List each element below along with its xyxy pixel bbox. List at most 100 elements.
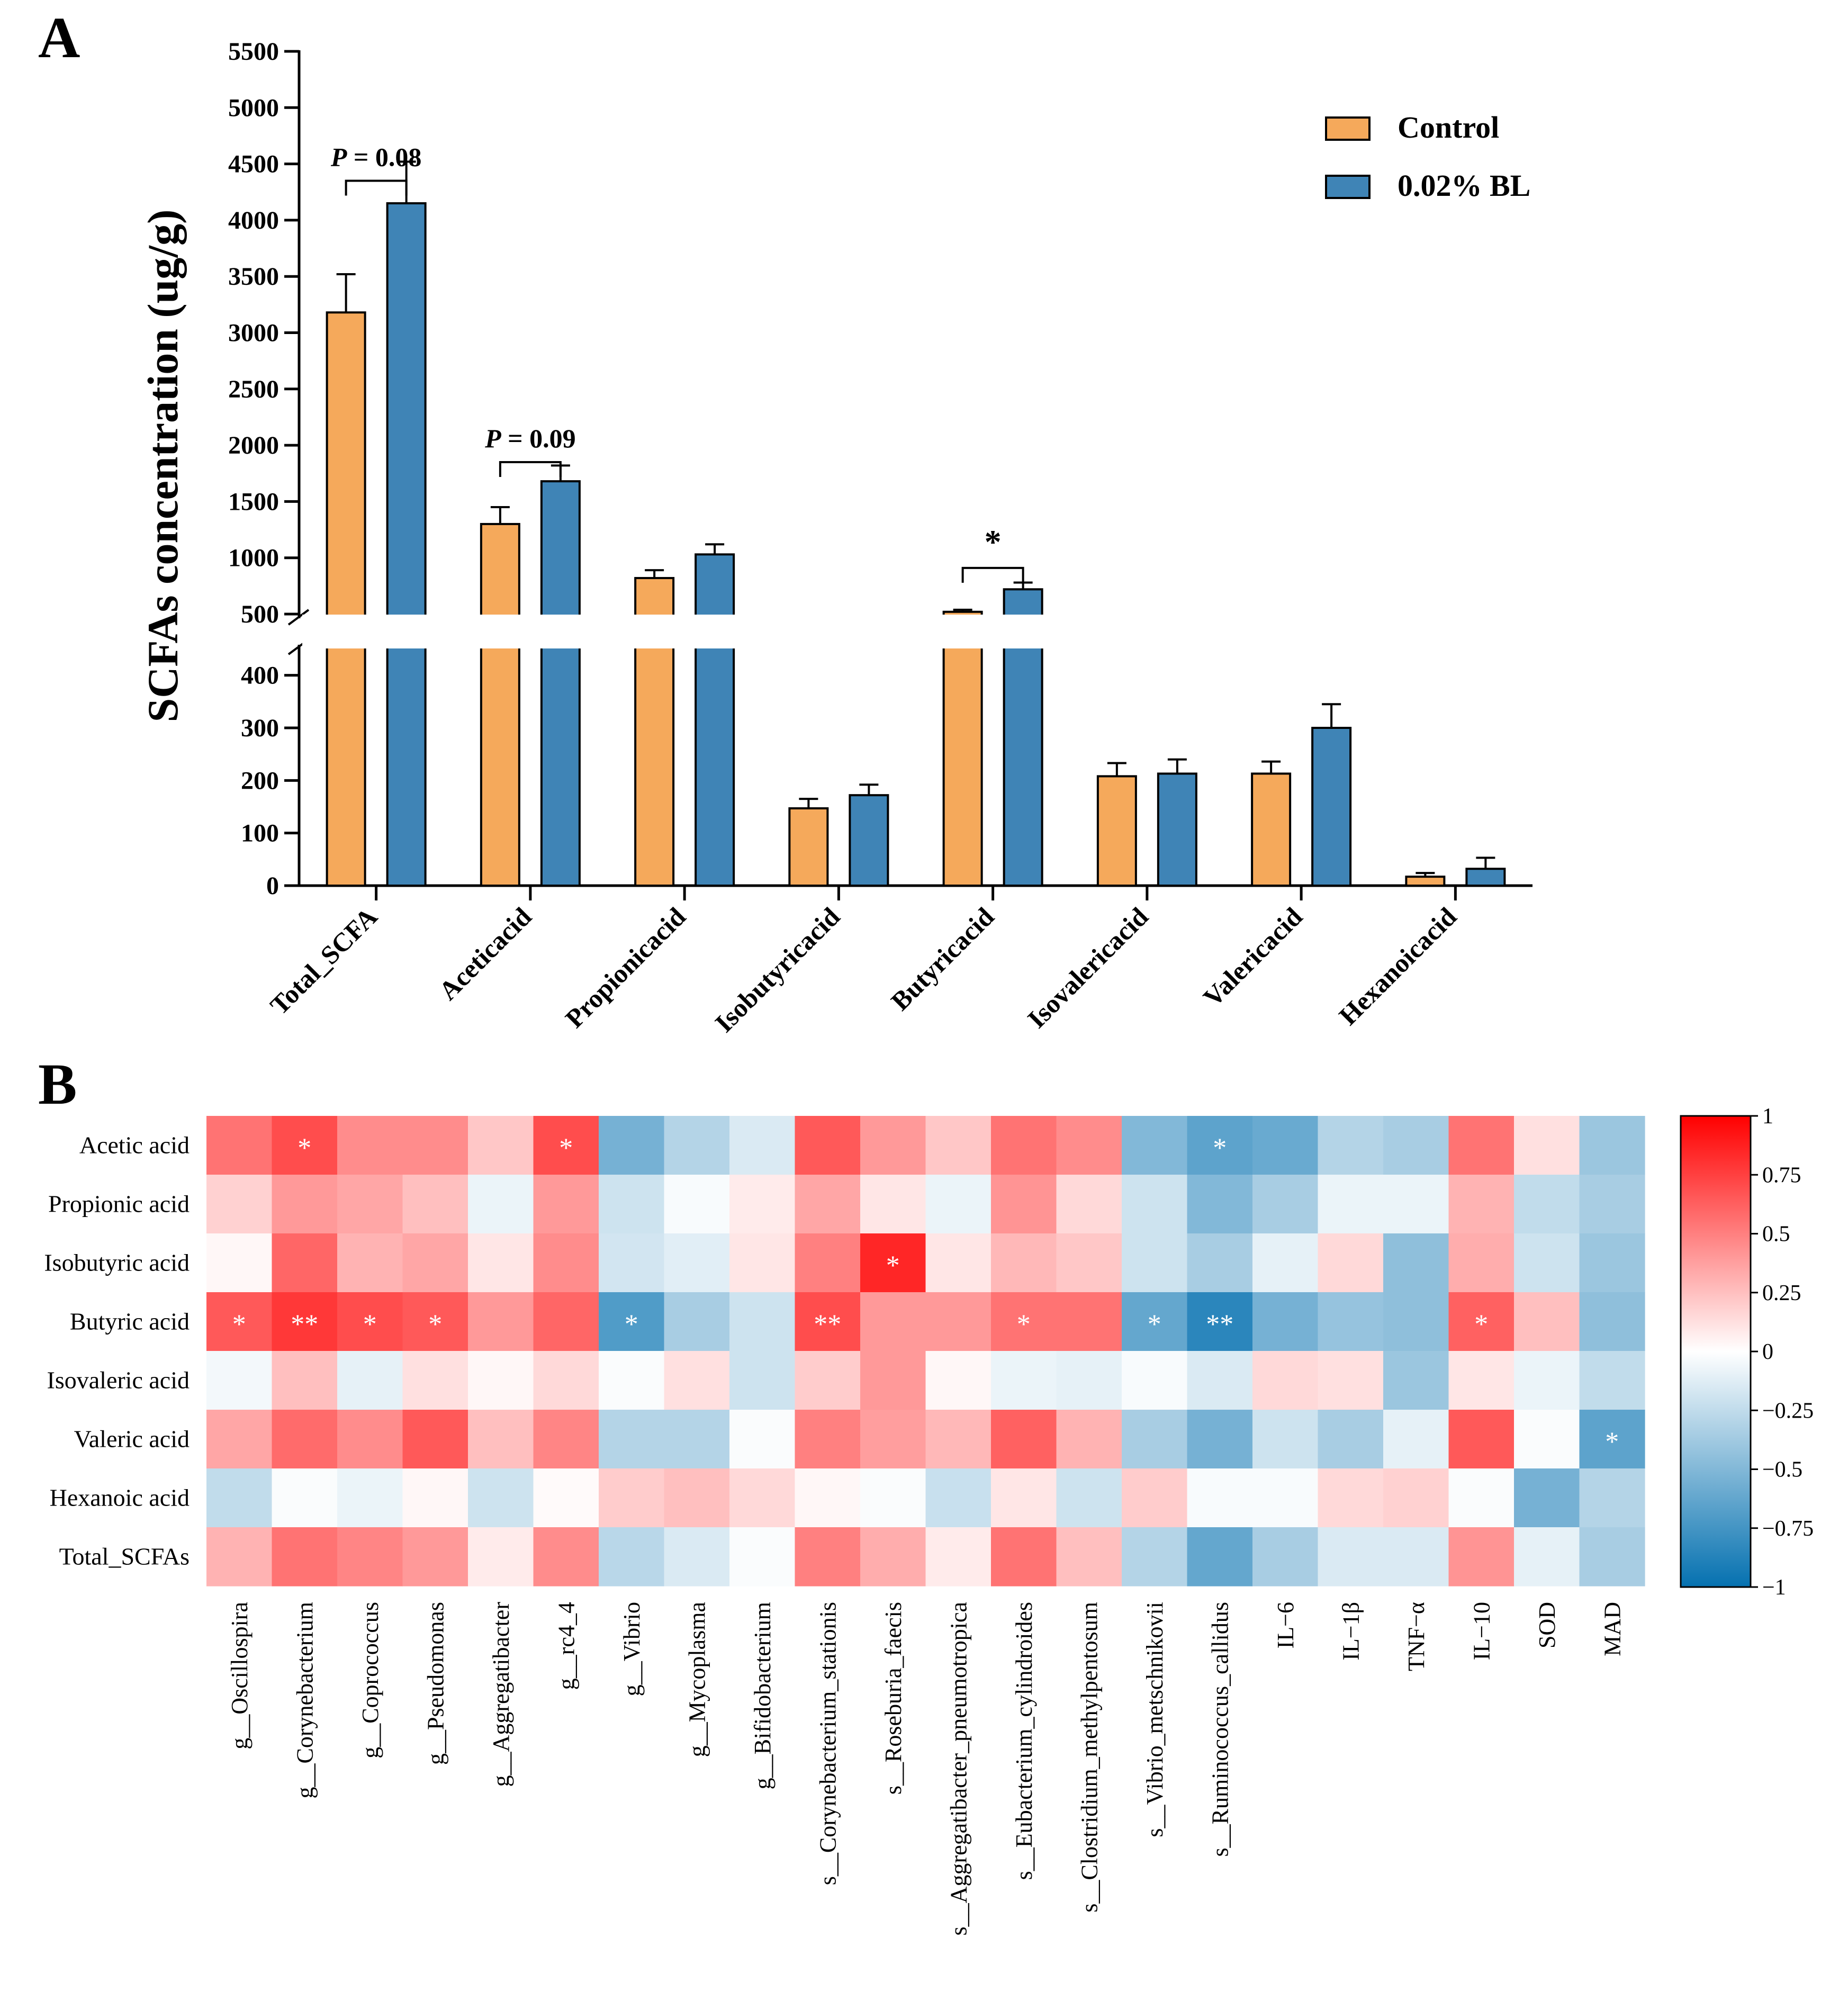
- heatmap-cell: [337, 1468, 403, 1528]
- heatmap-cell: [206, 1351, 273, 1410]
- y-tick-label: 4500: [228, 150, 279, 178]
- heatmap-cell: [1122, 1527, 1188, 1587]
- heatmap-cell: [1122, 1351, 1188, 1410]
- heatmap-cell: [1579, 1468, 1645, 1528]
- heatmap-cell: [1514, 1351, 1580, 1410]
- heatmap-cell: [729, 1527, 796, 1587]
- heatmap-cell: [468, 1468, 534, 1528]
- y-tick-label: 500: [241, 600, 279, 628]
- bar-bl: [386, 202, 427, 887]
- colorbar-tick-label: −0.5: [1762, 1458, 1802, 1482]
- heatmap-cell: [272, 1233, 338, 1293]
- axis-break-band: [302, 615, 1536, 648]
- heatmap-cell: [337, 1527, 403, 1587]
- y-tick-label: 5500: [228, 38, 279, 66]
- heatmap-cell: [337, 1410, 403, 1469]
- heatmap-cell: [599, 1468, 665, 1528]
- heatmap-cell: [1122, 1233, 1188, 1293]
- heatmap-cell: [1056, 1410, 1122, 1469]
- heatmap-cell: [1514, 1233, 1580, 1293]
- heatmap-cell: [1318, 1527, 1384, 1587]
- heatmap-cell: [1318, 1233, 1384, 1293]
- heatmap-cell: [1448, 1410, 1515, 1469]
- heatmap-cell: [337, 1116, 403, 1175]
- heatmap-column-label: g__Coprococcus: [357, 1602, 383, 1759]
- heatmap-cell: [1383, 1351, 1449, 1410]
- heatmap-cell: [533, 1292, 599, 1351]
- heatmap-cell: [402, 1116, 468, 1175]
- heatmap-cell: [795, 1116, 861, 1175]
- heatmap-cell: [925, 1351, 991, 1410]
- significance-bracket: [345, 179, 408, 196]
- heatmap-column-label: s__Vibrio_metschnikovii: [1142, 1602, 1168, 1837]
- heatmap-cell: [1056, 1468, 1122, 1528]
- heatmap-column-label: IL−6: [1273, 1602, 1299, 1648]
- heatmap-cell: [991, 1410, 1057, 1469]
- heatmap-cell: [1514, 1410, 1580, 1469]
- significance-star: *: [1017, 1310, 1031, 1340]
- p-value: = 0.08: [347, 142, 421, 172]
- significance-label: *: [985, 523, 1002, 561]
- significance-star: *: [1148, 1310, 1161, 1340]
- heatmap-cell: [1318, 1410, 1384, 1469]
- x-tick-label: Hexanoicacid: [1333, 902, 1462, 1031]
- heatmap-cell: [272, 1410, 338, 1469]
- heatmap-cell: [1252, 1292, 1319, 1351]
- heatmap-cell: [925, 1233, 991, 1293]
- p-symbol: P: [484, 423, 501, 453]
- heatmap-cell: [206, 1116, 273, 1175]
- y-tick-label: 2000: [228, 431, 279, 459]
- heatmap-cell: [1514, 1527, 1580, 1587]
- y-tick-label: 300: [241, 714, 279, 742]
- heatmap-cell: [533, 1116, 599, 1175]
- heatmap-column-label: g__Aggregatibacter: [488, 1602, 514, 1787]
- heatmap-cell: [206, 1292, 273, 1351]
- heatmap-cell: [1122, 1292, 1188, 1351]
- heatmap-cell: [206, 1233, 273, 1293]
- y-axis-label: SCFAs concentration (ug/g): [139, 210, 187, 723]
- y-tick-label: 3500: [228, 263, 279, 291]
- heatmap-cell: [1252, 1410, 1319, 1469]
- heatmap-cell: [1383, 1116, 1449, 1175]
- heatmap-cell: [206, 1175, 273, 1234]
- bar-bl: [540, 480, 581, 887]
- bar-bl: [1157, 772, 1197, 887]
- heatmap-row-label: Acetic acid: [79, 1132, 190, 1159]
- significance-star: **: [814, 1310, 841, 1340]
- significance-bracket: [961, 566, 1024, 583]
- heatmap-cell: [1448, 1175, 1515, 1234]
- heatmap-cell: [272, 1351, 338, 1410]
- y-tick-label: 5000: [228, 94, 279, 122]
- heatmap-cell: [468, 1292, 534, 1351]
- heatmap-cell: [1187, 1527, 1253, 1587]
- heatmap-cell: [272, 1175, 338, 1234]
- x-tick-label: Aceticacid: [433, 902, 537, 1006]
- heatmap-row-label: Isovaleric acid: [47, 1367, 190, 1394]
- y-tick-label: 0: [266, 872, 279, 900]
- heatmap-cell: [1187, 1116, 1253, 1175]
- bar-bl: [1311, 727, 1352, 887]
- heatmap-cell: [1383, 1233, 1449, 1293]
- y-tick-label: 3000: [228, 319, 279, 347]
- heatmap-cell: [795, 1175, 861, 1234]
- significance-star: *: [428, 1310, 442, 1340]
- bar-control: [326, 311, 366, 887]
- heatmap-cell: [729, 1116, 796, 1175]
- heatmap-row-label: Isobutyric acid: [44, 1249, 190, 1276]
- heatmap-cell: [599, 1233, 665, 1293]
- heatmap-cell: [1579, 1351, 1645, 1410]
- heatmap-cell: [533, 1410, 599, 1469]
- heatmap-cell: [664, 1233, 730, 1293]
- heatmap-cell: [599, 1410, 665, 1469]
- bar-control: [1405, 876, 1446, 887]
- significance-star: *: [232, 1310, 246, 1340]
- heatmap-cell: [729, 1292, 796, 1351]
- colorbar-tick-label: 0.25: [1762, 1281, 1801, 1305]
- colorbar-tick-label: −0.75: [1762, 1517, 1814, 1541]
- heatmap-cell: [664, 1175, 730, 1234]
- significance-star: *: [298, 1133, 311, 1164]
- heatmap-cell: [533, 1175, 599, 1234]
